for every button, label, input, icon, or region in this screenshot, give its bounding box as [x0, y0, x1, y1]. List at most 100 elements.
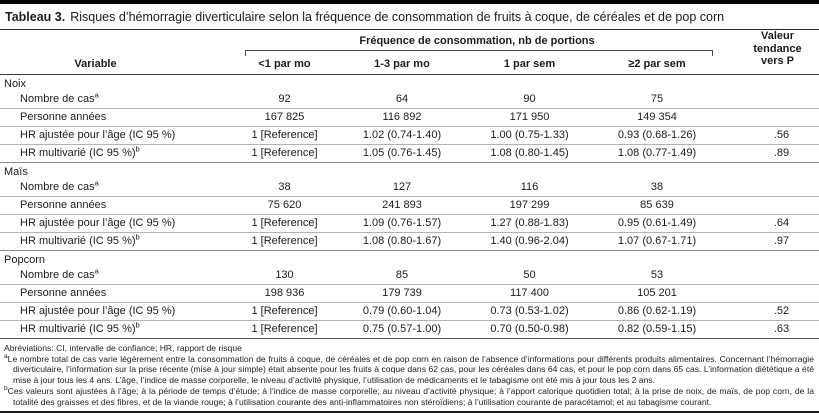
cell-value: 75	[592, 91, 722, 109]
cell-value: 1 [Reference]	[232, 302, 337, 321]
cell-value: 0.75 (0.57-1.00)	[337, 320, 467, 339]
cell-value: 1 [Reference]	[232, 126, 337, 145]
cell-value: 0.86 (0.62-1.19)	[592, 302, 722, 321]
row-label: HR multivarié (IC 95 %)b	[0, 320, 232, 339]
cell-value: 1.05 (0.76-1.45)	[337, 144, 467, 163]
cell-value: 53	[592, 267, 722, 285]
variable-header: Variable	[0, 57, 232, 75]
footnote-b: bCes valeurs sont ajustées à l’âge; à la…	[4, 384, 814, 407]
cell-value: 171 950	[467, 108, 592, 127]
section-header-mais: Maïs	[4, 166, 28, 178]
cell-p-value	[722, 284, 819, 303]
cell-value: 90	[467, 91, 592, 109]
cell-value: 127	[337, 179, 467, 197]
cell-value: 197 299	[467, 196, 592, 215]
row-label: HR multivarié (IC 95 %)b	[0, 144, 232, 163]
header-row-span: Fréquence de consommation, nb de portion…	[0, 30, 819, 75]
cell-value: 116 892	[337, 108, 467, 127]
row-label: Personne années	[0, 108, 232, 127]
cell-p-value	[722, 108, 819, 127]
footnote-a: aLe nombre total de cas varie légèrement…	[4, 352, 814, 386]
row-label: HR ajustée pour l’âge (IC 95 %)	[0, 214, 232, 233]
cell-value: 1.02 (0.74-1.40)	[337, 126, 467, 145]
col-header-1-3-mo: 1-3 par mo	[337, 57, 467, 75]
section-header-popcorn: Popcorn	[4, 254, 45, 266]
p-header-line-1: Valeur	[760, 30, 795, 42]
frequency-span-header: Fréquence de consommation, nb de portion…	[232, 30, 722, 57]
cell-value: 85	[337, 267, 467, 285]
cell-p-value: .52	[722, 302, 819, 321]
table-row: Personne années 167 825 116 892 171 950 …	[0, 108, 819, 127]
cell-value: 1 [Reference]	[232, 320, 337, 339]
footnote-marker: b	[135, 144, 140, 154]
footnote-marker: b	[135, 320, 140, 330]
footnote-a-marker: a	[4, 352, 8, 360]
cell-value: 149 354	[592, 108, 722, 127]
p-header-line-3: vers P	[760, 55, 795, 67]
col-header-lt1-mo: <1 par mo	[232, 57, 337, 75]
row-label: HR ajustée pour l’âge (IC 95 %)	[0, 126, 232, 145]
cell-value: 85 639	[592, 196, 722, 215]
row-label: Personne années	[0, 196, 232, 215]
cell-value: 1.27 (0.88-1.83)	[467, 214, 592, 233]
table-row: HR multivarié (IC 95 %)b 1 [Reference] 0…	[0, 320, 819, 339]
abbreviations-note: Abréviations: CI, intervalle de confianc…	[4, 343, 242, 353]
footnote-b-marker: b	[4, 384, 8, 392]
footnote-b-text: Ces valeurs sont ajustées à l’âge; à la …	[7, 385, 814, 407]
cell-value: 198 936	[232, 284, 337, 303]
footnote-marker: b	[135, 232, 140, 242]
header-spacer	[0, 30, 232, 57]
cell-value: 75 620	[232, 196, 337, 215]
section-row-mais: Maïs	[0, 163, 819, 180]
cell-value: 1 [Reference]	[232, 232, 337, 251]
row-label: Nombre de casa	[0, 91, 232, 109]
row-label: HR multivarié (IC 95 %)b	[0, 232, 232, 251]
row-label: Personne années	[0, 284, 232, 303]
table-row: HR ajustée pour l’âge (IC 95 %) 1 [Refer…	[0, 126, 819, 145]
cell-p-value: .63	[722, 320, 819, 339]
cell-value: 1.07 (0.67-1.71)	[592, 232, 722, 251]
table-row: Nombre de casa 38 127 116 38	[0, 179, 819, 197]
table-title: Tableau 3. Risques d’hémorragie diverticu…	[0, 4, 819, 30]
data-table: Fréquence de consommation, nb de portion…	[0, 30, 819, 339]
footnote-a-text: Le nombre total de cas varie légèrement …	[7, 353, 814, 386]
section-row-noix: Noix	[0, 75, 819, 92]
p-value-header: Valeur tendance vers P	[722, 30, 819, 75]
cell-value: 116	[467, 179, 592, 197]
row-label: Nombre de casa	[0, 267, 232, 285]
cell-value: 64	[337, 91, 467, 109]
col-header-1-sem: 1 par sem	[467, 57, 592, 75]
cell-p-value	[722, 179, 819, 197]
cell-p-value: .97	[722, 232, 819, 251]
footnote-marker: a	[94, 90, 99, 100]
cell-value: 1.09 (0.76-1.57)	[337, 214, 467, 233]
cell-value: 167 825	[232, 108, 337, 127]
table-row: Personne années 198 936 179 739 117 400 …	[0, 284, 819, 303]
cell-p-value	[722, 267, 819, 285]
table-row: HR multivarié (IC 95 %)b 1 [Reference] 1…	[0, 144, 819, 163]
table-number: Tableau 3.	[5, 10, 66, 24]
cell-value: 1.00 (0.75-1.33)	[467, 126, 592, 145]
cell-value: 0.79 (0.60-1.04)	[337, 302, 467, 321]
cell-value: 1 [Reference]	[232, 214, 337, 233]
header-row-columns: Variable <1 par mo 1-3 par mo 1 par sem …	[0, 57, 819, 75]
cell-value: 1 [Reference]	[232, 144, 337, 163]
cell-value: 0.70 (0.50-0.98)	[467, 320, 592, 339]
cell-p-value: .89	[722, 144, 819, 163]
table-row: HR ajustée pour l’âge (IC 95 %) 1 [Refer…	[0, 302, 819, 321]
table-row: Nombre de casa 130 85 50 53	[0, 267, 819, 285]
cell-p-value	[722, 196, 819, 215]
row-label: Nombre de casa	[0, 179, 232, 197]
footnote-marker: a	[94, 266, 99, 276]
footnotes: Abréviations: CI, intervalle de confianc…	[0, 339, 819, 414]
cell-value: 38	[592, 179, 722, 197]
cell-p-value	[722, 91, 819, 109]
cell-value: 241 893	[337, 196, 467, 215]
p-header-line-2: tendance	[753, 42, 802, 55]
column-span-bracket	[245, 50, 713, 56]
cell-value: 1.08 (0.77-1.49)	[592, 144, 722, 163]
top-rule	[0, 0, 819, 4]
table-row: Nombre de casa 92 64 90 75	[0, 91, 819, 109]
cell-value: 130	[232, 267, 337, 285]
